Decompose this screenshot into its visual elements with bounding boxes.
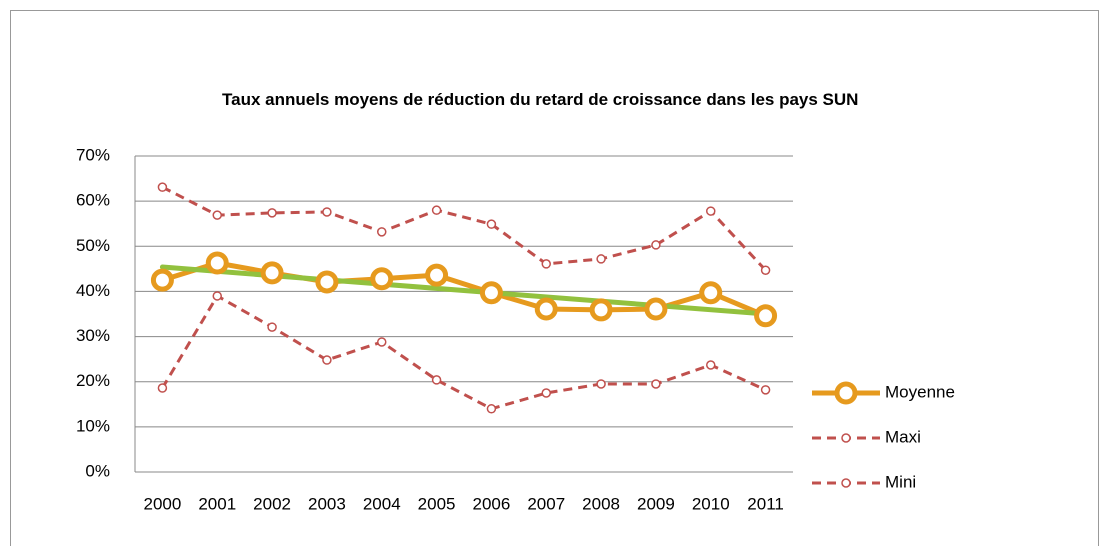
y-tick-label: 20% bbox=[76, 371, 110, 390]
point-center bbox=[544, 307, 548, 311]
point-center bbox=[709, 291, 713, 295]
x-tick-label: 2003 bbox=[308, 494, 346, 513]
point-center bbox=[270, 271, 274, 275]
point-center bbox=[160, 278, 164, 282]
legend-marker bbox=[834, 381, 858, 405]
series-line bbox=[161, 185, 767, 272]
x-tick-label: 2004 bbox=[363, 494, 401, 513]
point bbox=[377, 227, 387, 237]
legend-label: Moyenne bbox=[885, 382, 955, 401]
point-center bbox=[764, 314, 768, 318]
y-tick-label: 50% bbox=[76, 236, 110, 255]
x-tick-label: 2010 bbox=[692, 494, 730, 513]
point bbox=[486, 219, 497, 229]
point-center bbox=[599, 308, 603, 312]
point-center bbox=[435, 273, 439, 277]
point bbox=[541, 388, 551, 398]
point bbox=[706, 206, 716, 216]
point bbox=[541, 259, 551, 269]
point bbox=[596, 254, 606, 264]
point bbox=[212, 210, 222, 220]
x-tick-label: 2006 bbox=[473, 494, 511, 513]
point bbox=[157, 383, 168, 393]
x-tick-label: 2000 bbox=[144, 494, 182, 513]
y-tick-label: 70% bbox=[76, 145, 110, 164]
y-tick-label: 60% bbox=[76, 191, 110, 210]
legend-label: Maxi bbox=[885, 427, 921, 446]
point bbox=[596, 379, 606, 389]
point bbox=[431, 205, 442, 215]
x-tick-label: 2011 bbox=[747, 494, 784, 513]
legend-marker bbox=[841, 433, 851, 443]
series-line bbox=[161, 294, 767, 411]
point bbox=[322, 355, 332, 365]
point bbox=[267, 208, 277, 218]
legend-label: Mini bbox=[885, 472, 916, 491]
y-tick-label: 40% bbox=[76, 281, 110, 300]
y-tick-label: 10% bbox=[76, 416, 110, 435]
x-tick-label: 2007 bbox=[527, 494, 565, 513]
y-tick-label: 0% bbox=[85, 461, 110, 480]
point bbox=[322, 207, 332, 217]
x-tick-label: 2005 bbox=[418, 494, 456, 513]
point bbox=[760, 385, 771, 395]
point bbox=[760, 265, 771, 275]
x-tick-label: 2008 bbox=[582, 494, 620, 513]
point bbox=[486, 404, 497, 414]
y-tick-label: 30% bbox=[76, 326, 110, 345]
point bbox=[377, 337, 387, 347]
chart-border bbox=[10, 10, 1099, 546]
x-tick-label: 2001 bbox=[198, 494, 236, 513]
trendline bbox=[159, 264, 769, 317]
point-center bbox=[325, 280, 329, 284]
point-center bbox=[380, 277, 384, 281]
point-center bbox=[654, 307, 658, 311]
x-tick-label: 2002 bbox=[253, 494, 291, 513]
point bbox=[212, 291, 222, 301]
point bbox=[651, 240, 661, 250]
point bbox=[157, 182, 168, 192]
chart-title: Taux annuels moyens de réduction du reta… bbox=[222, 90, 859, 109]
x-tick-label: 2009 bbox=[637, 494, 675, 513]
point bbox=[431, 375, 442, 385]
legend-marker bbox=[841, 478, 851, 488]
point bbox=[706, 360, 716, 370]
point-center bbox=[215, 261, 219, 265]
point-center bbox=[489, 291, 493, 295]
point bbox=[267, 322, 277, 332]
point bbox=[651, 379, 661, 389]
